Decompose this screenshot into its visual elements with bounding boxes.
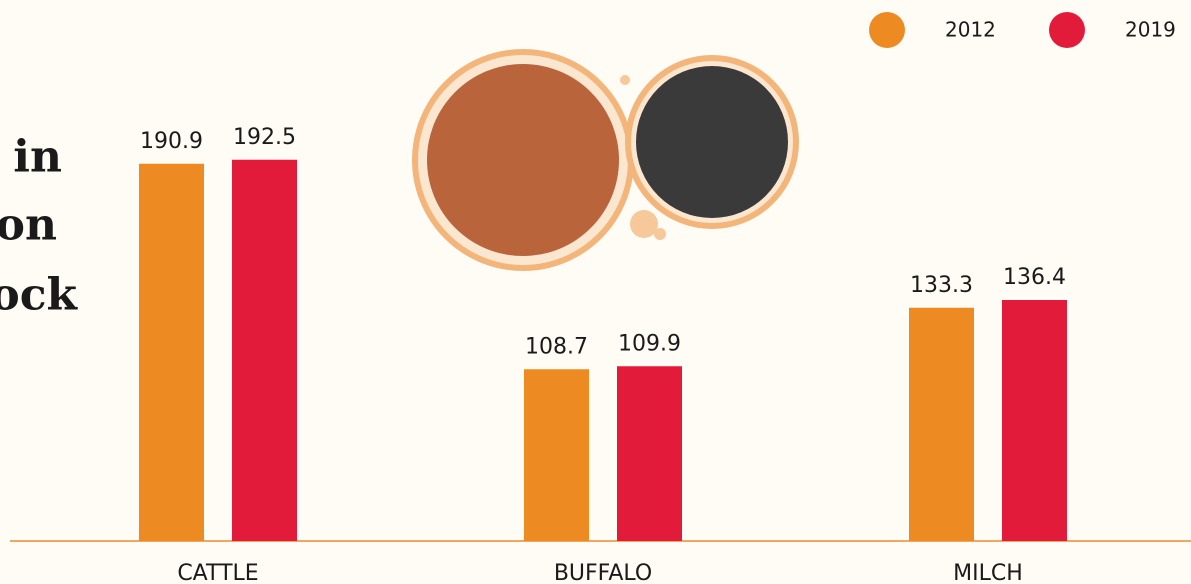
bar: [524, 369, 589, 541]
bar: [617, 366, 682, 541]
title-fragment: ock: [0, 270, 79, 321]
value-label: 192.5: [233, 125, 296, 150]
x-tick-label: MILCH: [953, 561, 1023, 584]
x-tick-label: BUFFALO: [554, 561, 652, 584]
value-label: 190.9: [140, 129, 203, 154]
bubble: [630, 210, 658, 238]
title-fragment: on: [0, 200, 57, 251]
bar: [909, 308, 974, 541]
value-label: 136.4: [1003, 265, 1066, 290]
bubble: [654, 228, 666, 240]
legend-swatch: [1049, 12, 1085, 48]
value-label: 108.7: [525, 334, 588, 359]
legend-label: 2019: [1125, 18, 1176, 42]
value-label: 133.3: [910, 273, 973, 298]
chart: in on ock 2012 2019 CATTLE 190.9 192.5 BUFFALO 10…: [0, 0, 1191, 584]
bubble: [620, 75, 630, 85]
legend-label: 2012: [945, 18, 996, 42]
cow-face: [427, 64, 619, 256]
bar: [1002, 300, 1067, 541]
x-tick-label: CATTLE: [177, 561, 258, 584]
buffalo-face: [636, 66, 788, 218]
title-fragment: in: [13, 132, 62, 183]
value-label: 109.9: [618, 331, 681, 356]
legend-swatch: [869, 12, 905, 48]
bar: [139, 164, 204, 541]
bar: [232, 160, 297, 541]
